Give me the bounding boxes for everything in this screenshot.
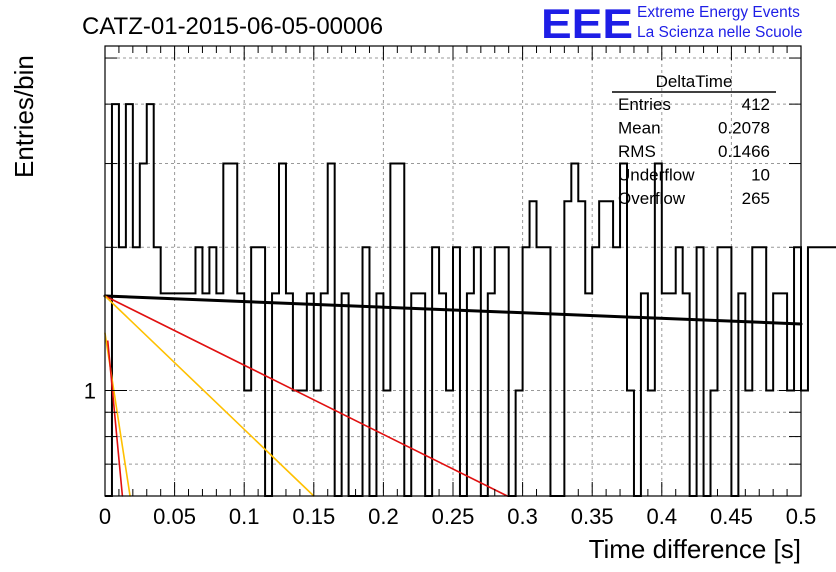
fit-line xyxy=(106,340,124,497)
histogram-layer xyxy=(105,103,836,497)
eee-logo: EEE Extreme Energy Events La Scienza nel… xyxy=(541,0,802,47)
y-tick-label: 1 xyxy=(84,378,96,403)
x-tick-label: 0 xyxy=(99,504,111,529)
stats-label: Underflow xyxy=(618,166,695,185)
stats-value: 10 xyxy=(751,166,770,185)
x-tick-label: 0.2 xyxy=(368,504,399,529)
x-tick-label: 0.4 xyxy=(647,504,678,529)
stats-value: 0.1466 xyxy=(718,142,770,161)
stats-label: Overflow xyxy=(618,189,686,208)
x-tick-label: 0.35 xyxy=(571,504,614,529)
histogram-step-line xyxy=(105,103,836,497)
x-axis-label: Time difference [s] xyxy=(589,534,801,564)
stats-label: RMS xyxy=(618,142,656,161)
stats-value: 265 xyxy=(742,189,770,208)
x-tick-label: 0.45 xyxy=(710,504,753,529)
fit-lines-layer xyxy=(103,294,803,497)
x-tick-label: 0.1 xyxy=(229,504,260,529)
x-tick-label: 0.05 xyxy=(153,504,196,529)
x-axis-ticks: 0 0.05 0.1 0.15 0.2 0.25 0.3 0.35 0.4 0.45 0.5 xyxy=(99,46,816,529)
fit-line xyxy=(104,295,509,497)
logo-line-2: La Scienza nelle Scuole xyxy=(637,24,802,41)
fit-line xyxy=(103,294,803,326)
x-tick-label: 0.15 xyxy=(292,504,335,529)
stats-label: Mean xyxy=(618,119,661,138)
stats-label: Entries xyxy=(618,95,671,114)
fit-line xyxy=(104,295,315,497)
logo-line-1: Extreme Energy Events xyxy=(637,4,800,21)
y-axis-ticks: 1 xyxy=(84,57,801,497)
x-tick-label: 0.3 xyxy=(507,504,538,529)
stats-value: 0.2078 xyxy=(718,119,770,138)
stats-rows: Entries 412 Mean 0.2078 RMS 0.1466 Underflow 10… xyxy=(618,95,770,208)
stats-name: DeltaTime xyxy=(656,72,733,91)
y-axis-label: Entries/bin xyxy=(9,55,39,178)
stats-value: 412 xyxy=(742,95,770,114)
chart-title: CATZ-01-2015-06-05-00006 xyxy=(82,13,383,40)
stats-box: DeltaTime Entries 412 Mean 0.2078 RMS 0.1466 U… xyxy=(612,72,776,208)
logo-mark: EEE xyxy=(541,0,633,47)
grid-lines xyxy=(105,46,801,496)
x-tick-label: 0.5 xyxy=(786,504,817,529)
x-tick-label: 0.25 xyxy=(432,504,475,529)
